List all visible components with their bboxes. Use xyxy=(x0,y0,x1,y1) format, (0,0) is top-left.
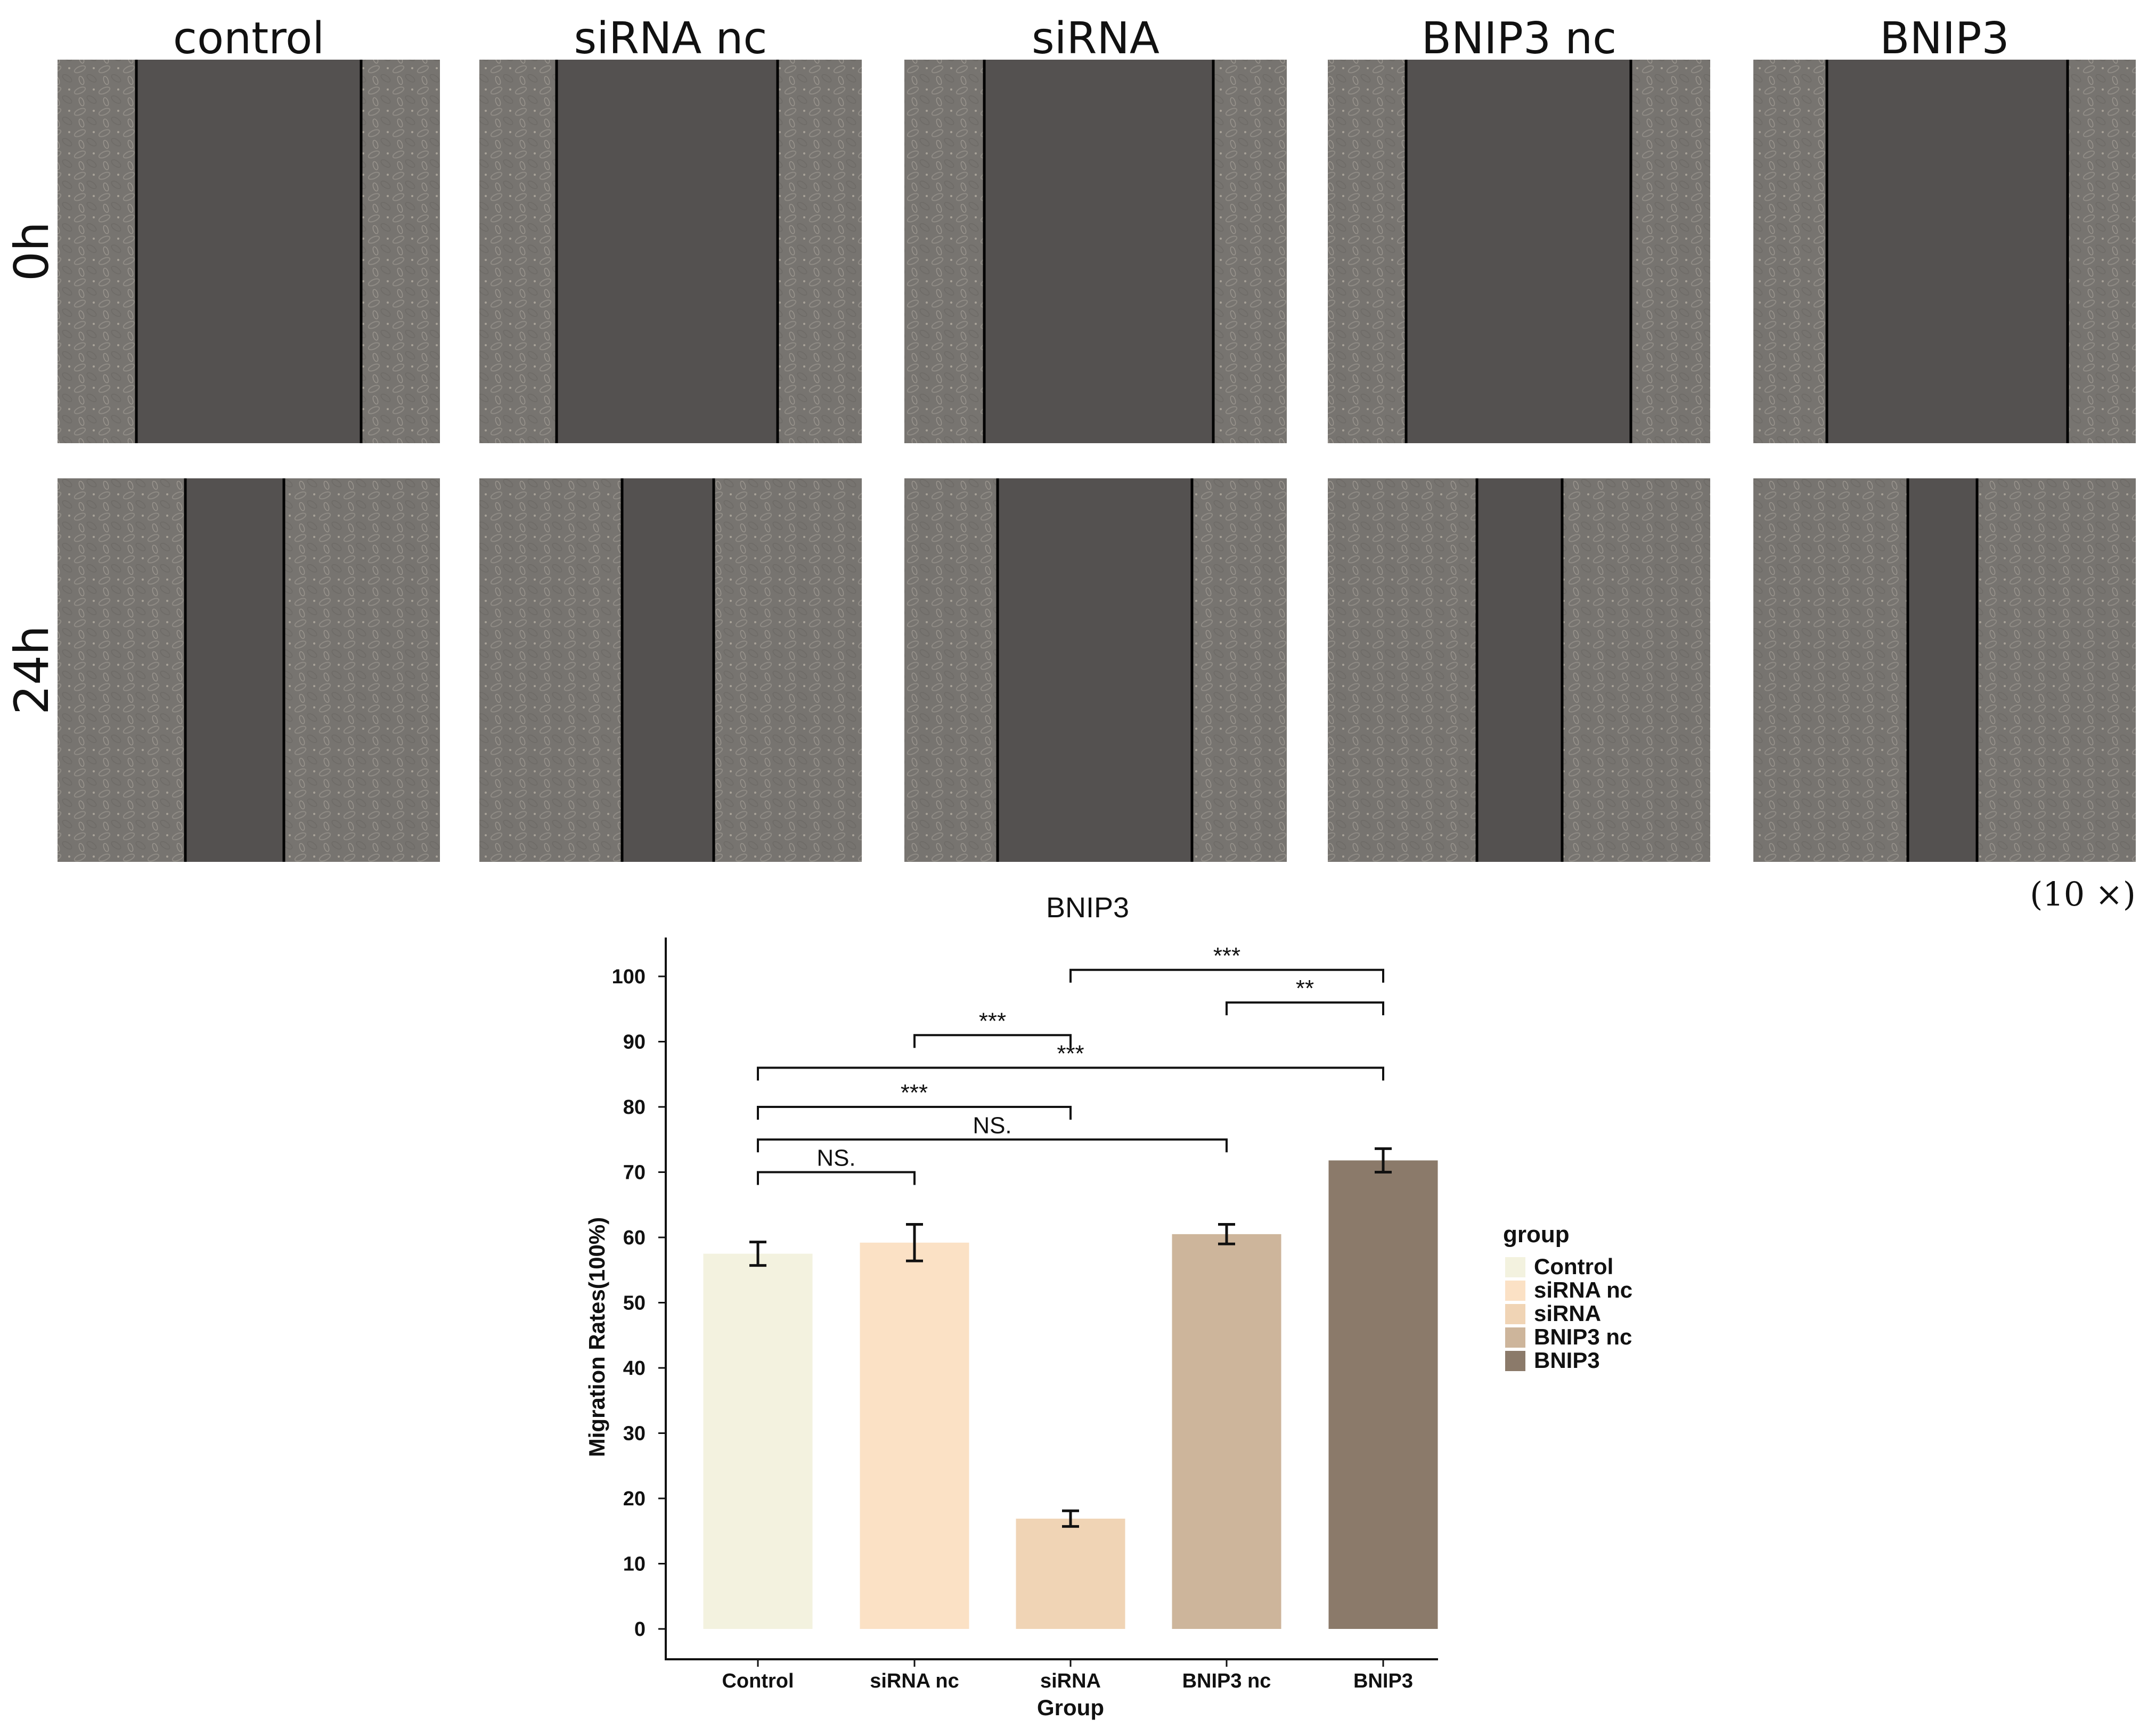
micrograph-panel xyxy=(1753,478,2136,862)
legend-swatch xyxy=(1505,1327,1525,1348)
y-tick-label: 10 xyxy=(623,1553,646,1576)
significance-bracket xyxy=(1069,968,1384,983)
significance-bracket xyxy=(757,1066,1384,1081)
cell-texture-left xyxy=(1753,478,1908,862)
cell-texture-right xyxy=(2068,60,2136,443)
significance-label: NS. xyxy=(973,1112,1011,1138)
legend-label: siRNA xyxy=(1534,1301,1601,1326)
micrograph-panel xyxy=(58,60,440,443)
cell-texture-left xyxy=(904,60,984,443)
x-tick-label: siRNA xyxy=(1040,1670,1101,1692)
significance-label: NS. xyxy=(816,1145,855,1171)
micrograph-panel xyxy=(1753,60,2136,443)
column-title-2: siRNA xyxy=(1032,13,1159,64)
cell-texture-left xyxy=(479,60,557,443)
legend-swatch xyxy=(1505,1281,1525,1301)
cell-texture-left xyxy=(479,478,622,862)
cell-texture-left xyxy=(1328,60,1406,443)
bar-control xyxy=(703,1253,813,1629)
cell-texture-left xyxy=(58,478,185,862)
cell-texture-right xyxy=(1631,60,1710,443)
y-tick-label: 30 xyxy=(623,1423,646,1445)
error-bar xyxy=(1062,1509,1079,1528)
bar-bnip3-nc xyxy=(1172,1234,1281,1629)
row-label-1: 24h xyxy=(4,625,59,715)
significance-brackets: NS.NS.************** xyxy=(757,943,1384,1185)
micrograph-panel xyxy=(58,478,440,862)
x-tick-label: BNIP3 nc xyxy=(1182,1670,1271,1692)
cell-texture-right xyxy=(361,60,440,443)
y-tick-label: 50 xyxy=(623,1292,646,1315)
cell-texture-left xyxy=(58,60,136,443)
micrograph-panel xyxy=(479,60,862,443)
column-title-4: BNIP3 xyxy=(1880,13,2009,64)
magnification-label: (10 ×) xyxy=(2030,875,2136,914)
y-tick-label: 80 xyxy=(623,1096,646,1119)
legend-label: BNIP3 nc xyxy=(1534,1324,1632,1349)
y-tick-label: 60 xyxy=(623,1227,646,1249)
cell-texture-left xyxy=(1328,478,1477,862)
micrograph-panel xyxy=(479,478,862,862)
legend-label: siRNA nc xyxy=(1534,1277,1632,1302)
cell-texture-left xyxy=(1753,60,1827,443)
column-title-3: BNIP3 nc xyxy=(1422,13,1617,64)
y-axis-label: Migration Rates(100%) xyxy=(584,1217,609,1457)
y-axis-ticks: 0 10 20 30 40 50 60 70 80 90 100 xyxy=(612,966,666,1641)
micrograph-panel xyxy=(904,478,1287,862)
error-bar xyxy=(906,1223,923,1262)
y-tick-label: 40 xyxy=(623,1357,646,1380)
x-axis-label: Group xyxy=(1037,1695,1104,1720)
y-tick-label: 100 xyxy=(612,966,646,988)
micrograph-panel xyxy=(1328,60,1710,443)
bar-bnip3 xyxy=(1328,1160,1438,1629)
y-tick-label: 0 xyxy=(634,1618,646,1641)
chart-title: BNIP3 xyxy=(1046,892,1129,924)
cell-texture-right xyxy=(1192,478,1287,862)
significance-label: *** xyxy=(901,1080,928,1106)
bar-sirna-nc xyxy=(860,1242,969,1629)
cell-texture-left xyxy=(904,478,998,862)
legend-label: Control xyxy=(1534,1254,1613,1279)
significance-bracket xyxy=(1226,1001,1384,1015)
significance-bracket xyxy=(757,1171,916,1185)
legend-title: group xyxy=(1503,1221,1570,1248)
micrograph-panel-grid: control siRNA nc siRNA BNIP3 nc BNIP3 0h 24h xyxy=(4,13,2136,862)
x-tick-label: siRNA nc xyxy=(870,1670,959,1692)
column-title-1: siRNA nc xyxy=(574,13,767,64)
cell-texture-right xyxy=(1213,60,1287,443)
error-bar xyxy=(749,1241,766,1267)
x-tick-label: BNIP3 xyxy=(1353,1670,1413,1692)
cell-texture-right xyxy=(284,478,440,862)
bar-sirna xyxy=(1016,1518,1125,1629)
legend-label: BNIP3 xyxy=(1534,1348,1600,1373)
error-bar xyxy=(1218,1223,1235,1245)
legend-swatch xyxy=(1505,1304,1525,1324)
error-bar xyxy=(1375,1147,1392,1173)
cell-texture-right xyxy=(778,60,862,443)
bars xyxy=(703,1147,1438,1629)
x-tick-label: Control xyxy=(722,1670,794,1692)
legend-swatch xyxy=(1505,1257,1525,1277)
cell-texture-right xyxy=(1977,478,2136,862)
micrograph-panel xyxy=(904,60,1287,443)
significance-bracket xyxy=(913,1034,1072,1048)
cell-texture-right xyxy=(714,478,862,862)
column-title-0: control xyxy=(173,13,324,64)
significance-label: *** xyxy=(1213,943,1240,969)
y-tick-label: 20 xyxy=(623,1488,646,1510)
significance-bracket xyxy=(757,1106,1072,1120)
legend-swatch xyxy=(1505,1351,1525,1371)
significance-bracket xyxy=(757,1138,1228,1153)
y-tick-label: 90 xyxy=(623,1031,646,1054)
y-tick-label: 70 xyxy=(623,1162,646,1184)
significance-label: ** xyxy=(1296,975,1314,1001)
cell-texture-right xyxy=(1562,478,1710,862)
x-axis-ticks: Control siRNA nc siRNA BNIP3 nc BNIP3 xyxy=(722,1659,1413,1692)
significance-label: *** xyxy=(979,1008,1006,1034)
micrograph-panel xyxy=(1328,478,1710,862)
row-label-0: 0h xyxy=(4,222,59,281)
